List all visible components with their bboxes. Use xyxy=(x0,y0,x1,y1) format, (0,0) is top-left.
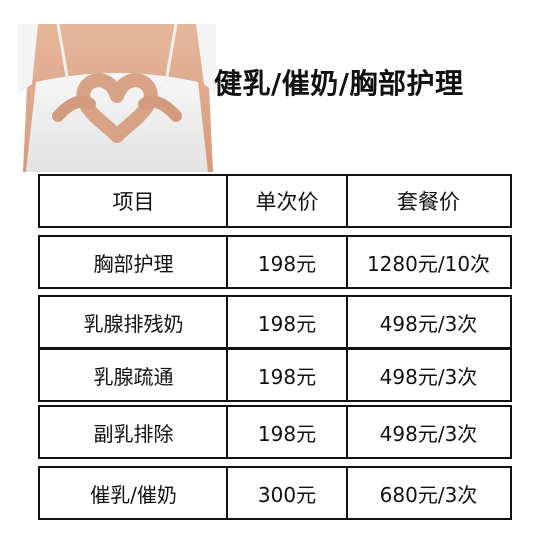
hands-heart-photo xyxy=(18,24,216,172)
column-divider xyxy=(346,176,348,226)
row-single-price: 198元 xyxy=(257,251,317,276)
column-divider xyxy=(226,237,228,287)
column-divider xyxy=(346,407,348,457)
column-divider xyxy=(226,176,228,226)
column-divider xyxy=(226,350,228,400)
row-single-price: 198元 xyxy=(257,311,317,336)
row-package-price: 498元/3次 xyxy=(379,364,478,389)
row-package-price: 680元/3次 xyxy=(379,482,478,507)
row-package-price: 498元/3次 xyxy=(379,421,478,446)
table-row: 副乳排除 198元 498元/3次 xyxy=(38,405,512,459)
row-single-price: 198元 xyxy=(257,421,317,446)
table-row: 乳腺疏通 198元 498元/3次 xyxy=(38,348,512,402)
table-row: 胸部护理 198元 1280元/10次 xyxy=(38,235,512,289)
row-item: 胸部护理 xyxy=(93,251,174,276)
column-divider xyxy=(346,297,348,347)
table-row: 催乳/催奶 300元 680元/3次 xyxy=(38,466,512,520)
page-title: 健乳/催奶/胸部护理 xyxy=(214,67,464,100)
column-divider xyxy=(226,468,228,518)
header-item: 项目 xyxy=(112,190,155,214)
row-package-price: 498元/3次 xyxy=(379,311,478,336)
row-single-price: 198元 xyxy=(257,364,317,389)
row-item: 催乳/催奶 xyxy=(90,482,177,507)
column-divider xyxy=(346,350,348,400)
header-package-price: 套餐价 xyxy=(397,190,460,214)
row-single-price: 300元 xyxy=(257,482,317,507)
table-header-row: 项目 单次价 套餐价 xyxy=(38,174,512,228)
row-item: 副乳排除 xyxy=(93,421,174,446)
row-package-price: 1280元/10次 xyxy=(366,251,491,276)
row-item: 乳腺排残奶 xyxy=(83,311,184,336)
row-item: 乳腺疏通 xyxy=(93,364,174,389)
column-divider xyxy=(226,407,228,457)
column-divider xyxy=(346,237,348,287)
column-divider xyxy=(226,297,228,347)
hands-heart-illustration xyxy=(18,24,216,172)
header-single-price: 单次价 xyxy=(255,190,319,214)
table-row: 乳腺排残奶 198元 498元/3次 xyxy=(38,295,512,349)
column-divider xyxy=(346,468,348,518)
